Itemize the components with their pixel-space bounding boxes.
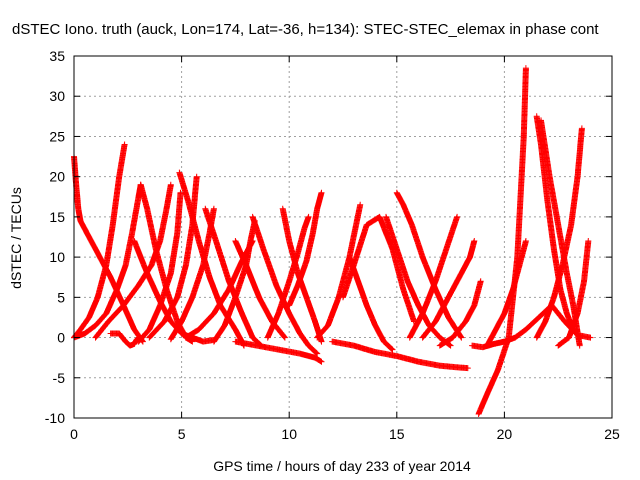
axis-ticks: 0 5 10 15 20 25 -10 -5 0 5 10 15 20 25 30 35 bbox=[45, 48, 620, 442]
y-tick-label: -5 bbox=[53, 370, 66, 386]
data-series-track bbox=[340, 213, 417, 325]
data-point-markers bbox=[533, 125, 585, 341]
data-point-markers bbox=[484, 238, 529, 349]
y-axis-label: dSTEC / TECUs bbox=[8, 187, 24, 289]
data-point-markers bbox=[314, 201, 364, 341]
data-series-track bbox=[232, 338, 325, 365]
plot-frame bbox=[73, 55, 613, 419]
data-point-markers bbox=[92, 181, 174, 341]
data-series-track bbox=[383, 213, 454, 349]
data-series-track bbox=[92, 181, 174, 341]
data-series-track bbox=[436, 278, 484, 349]
y-tick-label: -10 bbox=[45, 410, 65, 426]
data-series-track bbox=[329, 338, 471, 372]
data-series-track bbox=[232, 238, 288, 341]
data-point-markers bbox=[176, 169, 247, 349]
y-tick-label: 20 bbox=[49, 169, 65, 185]
data-point-markers bbox=[436, 278, 484, 349]
y-tick-label: 15 bbox=[49, 209, 65, 225]
data-series-track bbox=[135, 189, 184, 345]
data-series-track bbox=[533, 125, 585, 341]
data-point-markers bbox=[202, 205, 265, 349]
chart-title: dSTEC Iono. truth (auck, Lon=174, Lat=-3… bbox=[12, 21, 599, 38]
data-series-track bbox=[475, 65, 529, 417]
y-tick-label: 25 bbox=[49, 128, 65, 144]
data-series-track bbox=[202, 205, 265, 349]
data-series-track bbox=[137, 181, 196, 345]
data-point-markers bbox=[107, 330, 142, 349]
x-axis-label: GPS time / hours of day 233 of year 2014 bbox=[213, 458, 471, 474]
data-series-track bbox=[279, 205, 325, 345]
data-point-markers bbox=[232, 238, 288, 341]
x-tick-label: 20 bbox=[497, 426, 513, 442]
data-point-markers bbox=[419, 238, 478, 341]
data-point-markers bbox=[329, 338, 471, 372]
data-point-markers bbox=[135, 189, 184, 345]
data-series-track bbox=[314, 201, 364, 341]
data-series bbox=[71, 65, 594, 417]
x-tick-label: 15 bbox=[389, 426, 405, 442]
data-point-markers bbox=[522, 302, 594, 341]
y-tick-label: 0 bbox=[57, 330, 65, 346]
data-point-markers bbox=[383, 213, 454, 349]
data-point-markers bbox=[286, 189, 325, 309]
data-point-markers bbox=[137, 181, 196, 345]
data-point-markers bbox=[232, 338, 325, 365]
data-point-markers bbox=[475, 65, 529, 417]
data-series-track bbox=[107, 330, 142, 349]
x-tick-label: 25 bbox=[604, 426, 620, 442]
data-series-track bbox=[484, 238, 529, 349]
data-series-track bbox=[469, 326, 529, 351]
x-tick-label: 10 bbox=[281, 426, 297, 442]
data-series-track bbox=[176, 169, 247, 349]
data-series-track bbox=[286, 189, 325, 309]
data-series-track bbox=[522, 302, 594, 341]
y-tick-label: 10 bbox=[49, 249, 65, 265]
data-point-markers bbox=[340, 213, 417, 325]
data-point-markers bbox=[279, 205, 325, 345]
data-series-track bbox=[264, 213, 312, 341]
data-series-track bbox=[406, 213, 461, 341]
data-point-markers bbox=[469, 326, 529, 351]
y-tick-label: 5 bbox=[57, 289, 65, 305]
x-tick-label: 0 bbox=[70, 426, 78, 442]
y-tick-label: 30 bbox=[49, 88, 65, 104]
data-series-track bbox=[419, 238, 478, 341]
y-tick-label: 35 bbox=[49, 48, 65, 64]
data-point-markers bbox=[406, 213, 461, 341]
data-point-markers bbox=[264, 213, 312, 341]
x-tick-label: 5 bbox=[178, 426, 186, 442]
